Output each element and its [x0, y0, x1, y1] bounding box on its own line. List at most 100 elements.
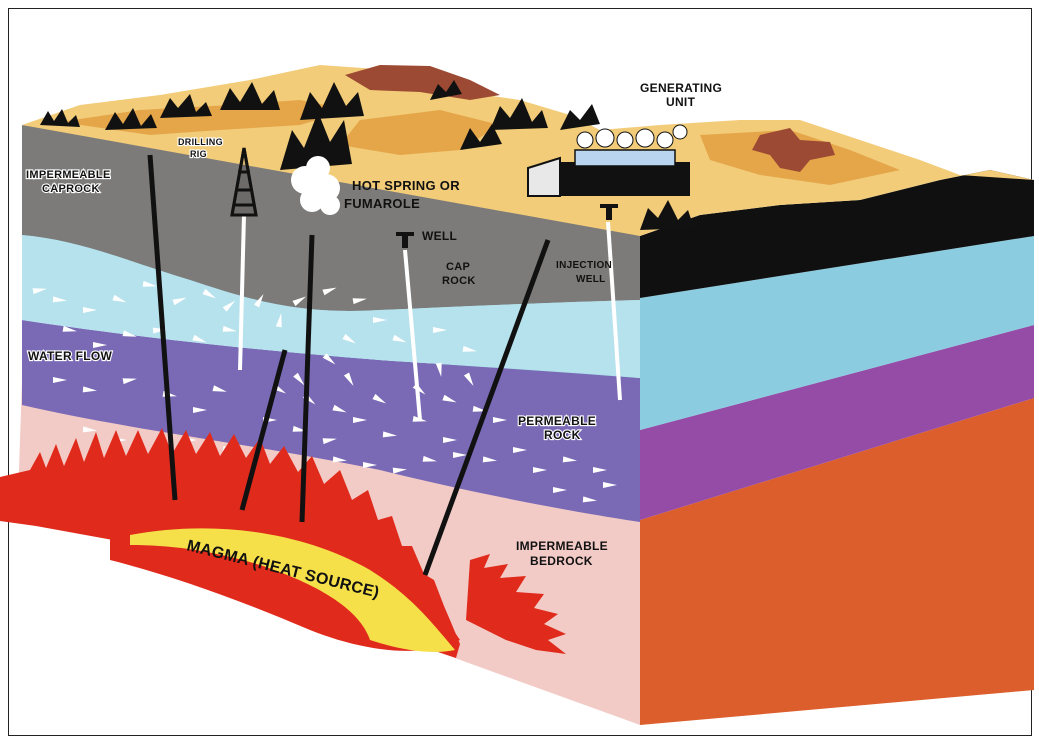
injection-white-pipe [606, 221, 622, 401]
water-flow-arrow-icon [342, 333, 357, 344]
caprock-layer [22, 125, 640, 311]
rig-steam-column [238, 214, 246, 371]
side-blue-layer [640, 236, 1034, 430]
water-flow-arrow-icon [202, 288, 217, 299]
water-flow-arrow-icon [292, 296, 307, 307]
label-caprock-2: CAPROCK [42, 183, 100, 195]
water-flow-arrow-icon [533, 467, 547, 473]
water-flow-arrow-icon [372, 393, 387, 404]
water-flow-arrow-icon [83, 307, 97, 313]
water-flow-arrow-icon [192, 334, 207, 343]
water-flow-arrow-icon [352, 298, 367, 305]
label-hot-spring-2: FUMAROLE [344, 196, 420, 211]
water-flow-arrow-icon [482, 456, 497, 463]
well-pipe-left [147, 154, 178, 501]
label-cap-rock-2: ROCK [442, 275, 476, 287]
label-well: WELL [422, 229, 457, 243]
magma-yellow [130, 528, 455, 652]
water-flow-arrow-icon [122, 378, 137, 385]
label-generating-unit-1: GENERATING [640, 81, 722, 95]
wells [147, 154, 622, 576]
water-flow-arrow-icon [382, 431, 397, 438]
water-flow-arrow-icon [82, 386, 97, 393]
water-flow-arrow-icon [493, 417, 507, 423]
water-flow-arrow-icon [443, 437, 457, 443]
injection-head-icon [600, 204, 618, 220]
brush-cluster-2 [105, 108, 157, 130]
water-flow-arrow-icon [343, 372, 354, 387]
label-caprock-1: IMPERMEABLE [26, 169, 111, 181]
water-flow-arrow-icon [212, 385, 227, 392]
brush-cluster-6 [300, 82, 364, 120]
label-generating-unit-2: UNIT [666, 95, 696, 109]
water-flow-arrow-icon [52, 296, 67, 303]
water-flow-arrow-icon [422, 455, 437, 462]
label-permeable-rock-1: PERMEABLE [518, 414, 596, 428]
steam-cloud-icon [291, 156, 340, 215]
water-flow-arrow-icon [82, 426, 97, 433]
water-flow-arrow-icon [275, 313, 282, 328]
brush-cluster-10 [640, 200, 694, 230]
label-injection-well-2: WELL [576, 274, 606, 285]
brush-cluster-1 [40, 109, 80, 127]
label-injection-well-1: INJECTION [556, 260, 612, 271]
surface-brown-cross [752, 128, 835, 172]
brush-cluster-4 [220, 82, 280, 110]
surface-brown-hill [345, 65, 500, 100]
water-flow-arrow-icon [353, 417, 367, 423]
brush-cluster-8 [490, 98, 548, 130]
water-flow-arrow-icon [513, 447, 527, 453]
water-flow-arrow-icon [562, 456, 577, 463]
surface [22, 65, 1034, 236]
label-drilling-rig-1: DRILLING [178, 137, 223, 147]
well-head-icon [396, 232, 414, 248]
label-water-flow: WATER FLOW [28, 349, 112, 363]
water-flow-arrow-icon [93, 342, 107, 348]
water-flow-arrow-icon [122, 330, 137, 337]
water-flow-arrow-icon [462, 345, 477, 352]
side-purple-layer [640, 325, 1034, 520]
water-flow-arrow-icon [253, 293, 264, 308]
water-flow-arrow-icon [363, 462, 377, 468]
water-flow-arrow-icon [593, 467, 607, 473]
water-flow-arrow-icon [332, 456, 347, 463]
water-flow-arrow-icon [442, 394, 457, 403]
side-orange-bedrock [640, 398, 1034, 725]
water-flow-arrow-icon [463, 372, 474, 387]
water-flow-arrow-icon [553, 487, 567, 493]
water-flow-arrow-icon [112, 294, 127, 303]
water-flow-arrow-icon [222, 325, 237, 332]
drilling-rig-icon [230, 147, 258, 217]
label-bedrock-1: IMPERMEABLE [516, 539, 608, 553]
well-pipe-injection [422, 239, 551, 576]
water-flow-arrow-icon [332, 404, 347, 413]
block-side-face [640, 170, 1034, 725]
label-drilling-rig-2: RIG [190, 149, 207, 159]
surface-orange-patch-2 [340, 110, 500, 155]
water-flow-arrow-icon [172, 297, 187, 306]
side-black-top [640, 170, 1034, 298]
well-white-pipe [403, 249, 422, 421]
water-flow-arrow-icon [433, 327, 447, 333]
brush-cluster-7 [460, 124, 502, 150]
label-bedrock-2: BEDROCK [530, 554, 593, 568]
water-flow-arrow-icon [222, 300, 236, 312]
water-flow-arrow-icon [322, 287, 337, 296]
brush-cluster-9 [560, 104, 600, 130]
water-flow-arrow-icon [435, 362, 442, 377]
water-flow-arrow-icon [373, 317, 387, 323]
water-flow-arrow-icon [322, 353, 336, 365]
water-flow-arrow-icon [322, 438, 337, 445]
magma-body [0, 428, 566, 658]
well-pipe-center [299, 234, 315, 523]
water-flow-arrow-icon [392, 467, 407, 474]
water-flow-arrow-icon [392, 334, 407, 343]
water-flow-arrow-icon [293, 372, 305, 386]
label-cap-rock-1: CAP [446, 261, 470, 273]
aquifer-lower [22, 235, 640, 378]
brush-cluster-11 [430, 80, 462, 100]
water-flow-arrow-icon [582, 496, 597, 503]
brush-cluster-3 [160, 94, 212, 118]
magma-tendrils [466, 554, 566, 654]
